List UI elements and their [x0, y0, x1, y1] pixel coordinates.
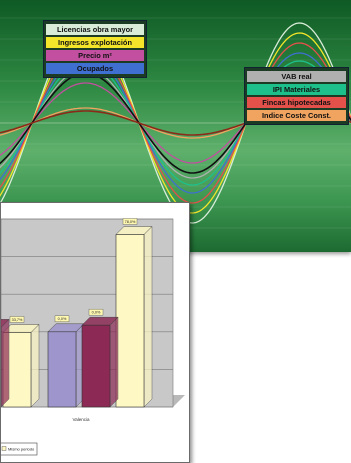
bar-side — [1, 318, 10, 408]
bar-legend-text: Mismo periodo — [8, 447, 35, 452]
legend-fincas-hipotecadas: Fincas hipotecadas — [247, 97, 346, 108]
bar-chart-panel: 33,7% 78,0% 0,0% 0,0% Valencia Mismo periodo — [0, 202, 190, 463]
bar-top — [1, 319, 10, 328]
legend-left: Licencias obra mayor Ingresos explotació… — [43, 20, 147, 78]
data-label: 33,7% — [12, 318, 23, 322]
legend-ipi-materiales: IPI Materiales — [247, 84, 346, 95]
legend-ocupados: Ocupados — [46, 63, 144, 74]
data-label: 0,0% — [58, 317, 67, 321]
data-label-box — [122, 218, 138, 225]
data-label: 0,0% — [92, 311, 101, 315]
data-label-box — [54, 315, 70, 323]
data-label: 78,0% — [125, 220, 136, 224]
legend-indice-coste-const: Indice Coste Const. — [247, 110, 346, 121]
legend-precio-m2: Precio m² — [46, 50, 144, 61]
bar — [115, 234, 145, 408]
data-label-box — [9, 316, 25, 323]
legend-vab-real: VAB real — [247, 71, 346, 82]
legend-licencias-obra-mayor: Licencias obra mayor — [46, 24, 144, 35]
bar-legend-swatch — [1, 446, 7, 451]
bar-legend-box — [1, 442, 38, 456]
category-label: Valencia — [73, 417, 90, 422]
data-label-box — [88, 308, 104, 316]
bar-side — [143, 225, 153, 408]
bar-side — [109, 316, 119, 408]
series-line-ipi-materiales — [0, 60, 351, 186]
bar — [47, 331, 77, 408]
bar-side — [30, 323, 40, 408]
bar — [81, 324, 111, 408]
legend-ingresos-explotacion: Ingresos explotación — [46, 37, 144, 48]
legend-right: VAB real IPI Materiales Fincas hipotecad… — [244, 67, 349, 125]
bar-chart: 33,7% 78,0% 0,0% 0,0% Valencia Mismo periodo — [1, 218, 185, 456]
